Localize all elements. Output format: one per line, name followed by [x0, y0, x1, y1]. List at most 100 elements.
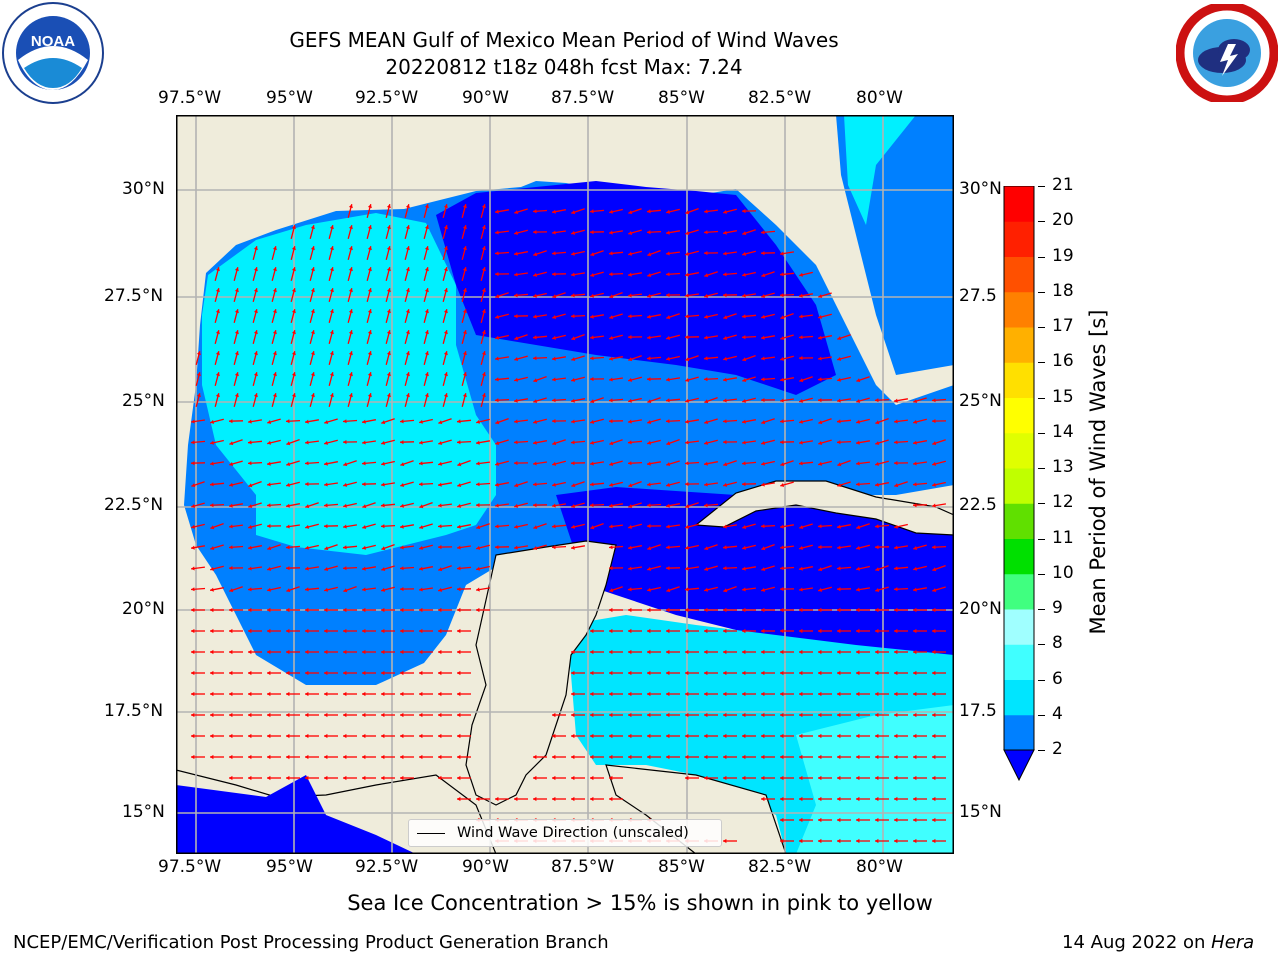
wind-wave-arrowhead — [609, 377, 613, 382]
wind-wave-arrowhead — [799, 314, 803, 319]
wind-wave-arrowhead — [386, 309, 391, 314]
wind-wave-arrowhead — [348, 393, 353, 398]
wind-wave-arrowhead — [438, 691, 442, 697]
wind-wave-arrowhead — [799, 419, 803, 424]
wind-wave-arrowhead — [381, 754, 385, 760]
wind-wave-arrowhead — [419, 545, 423, 550]
wind-wave-arrowhead — [552, 398, 556, 403]
colorbar-segment — [1004, 714, 1034, 751]
wind-wave-arrowhead — [875, 628, 879, 634]
wind-wave-arrowhead — [628, 461, 632, 466]
wind-wave-arrowhead — [362, 733, 366, 739]
wind-wave-arrowhead — [837, 356, 842, 361]
wind-wave-arrowhead — [443, 330, 448, 335]
wind-wave-arrowhead — [628, 691, 632, 697]
wind-wave-arrowhead — [723, 524, 727, 529]
wind-wave-arrowhead — [609, 691, 613, 697]
colorbar-tick-label: 2 — [1052, 739, 1063, 759]
wind-wave-arrowhead — [400, 649, 404, 655]
wind-wave-arrowhead — [685, 607, 689, 613]
wind-wave-arrowhead — [481, 372, 486, 377]
wind-wave-arrowhead — [234, 309, 239, 314]
wind-wave-arrowhead — [647, 209, 651, 214]
wind-wave-arrowhead — [780, 566, 784, 571]
wind-wave-arrowhead — [424, 309, 429, 314]
wind-wave-arrowhead — [875, 588, 880, 592]
wind-wave-arrowhead — [704, 399, 709, 404]
wind-wave-arrowhead — [856, 817, 860, 823]
wind-wave-arrowhead — [609, 315, 614, 319]
wind-wave-arrowhead — [362, 461, 366, 466]
wind-wave-arrowhead — [457, 419, 461, 424]
wind-wave-arrowhead — [628, 670, 632, 676]
nws-logo — [1175, 1, 1279, 105]
wind-wave-arrowhead — [286, 691, 290, 697]
wind-wave-arrowhead — [476, 525, 481, 530]
wind-wave-arrowhead — [210, 566, 214, 571]
wind-wave-arrowhead — [191, 566, 195, 571]
wind-wave-arrowhead — [286, 628, 290, 634]
wind-wave-arrowhead — [438, 461, 442, 466]
wind-wave-arrowhead — [305, 566, 309, 571]
wind-wave-arrowhead — [913, 503, 917, 508]
wind-wave-arrowhead — [552, 482, 556, 487]
wind-wave-arrowhead — [704, 377, 708, 382]
wind-wave-arrowhead — [666, 272, 670, 277]
wind-wave-arrowhead — [628, 545, 632, 550]
wind-wave-arrowhead — [571, 545, 575, 550]
wind-wave-arrowhead — [590, 525, 595, 530]
wind-wave-arrowhead — [856, 712, 860, 718]
wind-wave-arrowhead — [305, 545, 309, 550]
wind-wave-arrowhead — [191, 607, 195, 613]
wind-wave-arrowhead — [780, 733, 784, 739]
wind-wave-arrowhead — [324, 628, 328, 634]
wind-wave-arrowhead — [799, 545, 803, 550]
wind-wave-arrowhead — [533, 503, 537, 508]
wind-wave-arrowhead — [210, 754, 214, 760]
colorbar-graphic — [1003, 185, 1035, 782]
wind-wave-arrowhead — [666, 712, 670, 718]
wind-wave-arrowhead — [305, 524, 310, 529]
wind-wave-arrowhead — [818, 314, 822, 319]
wind-wave-arrowhead — [367, 309, 372, 314]
wind-wave-arrowhead — [438, 649, 442, 655]
wind-wave-arrowhead — [443, 225, 448, 230]
wind-wave-arrowhead — [552, 356, 556, 361]
wind-wave-arrowhead — [443, 372, 448, 377]
wind-wave-arrowhead — [875, 670, 879, 676]
wind-wave-arrowhead — [628, 293, 632, 298]
wind-wave-arrowhead — [552, 335, 556, 340]
wind-wave-arrowhead — [571, 670, 575, 676]
colorbar-tick-label: 6 — [1052, 668, 1063, 689]
wind-wave-arrowhead — [894, 587, 898, 592]
wind-wave-arrowhead — [514, 251, 518, 256]
wind-wave-arrowhead — [438, 503, 442, 508]
colorbar-segment — [1004, 256, 1034, 293]
wind-wave-arrowhead — [305, 670, 309, 676]
noaa-logo-text: NOAA — [31, 33, 75, 50]
wind-wave-arrowhead — [248, 504, 253, 508]
wind-wave-arrowhead — [476, 503, 480, 508]
wind-wave-arrowhead — [229, 691, 233, 697]
wind-wave-arrowhead — [424, 267, 429, 272]
wind-wave-arrowhead — [723, 336, 728, 340]
wind-wave-arrowhead — [386, 351, 391, 356]
wind-wave-arrowhead — [215, 372, 220, 377]
wind-wave-arrowhead — [571, 357, 576, 361]
wind-wave-arrowhead — [571, 230, 576, 235]
wind-wave-arrowhead — [894, 398, 898, 403]
wind-wave-arrowhead — [761, 335, 765, 340]
wind-wave-arrowhead — [742, 775, 746, 781]
wind-wave-arrowhead — [628, 335, 632, 340]
wind-wave-arrowhead — [286, 482, 290, 487]
wind-wave-arrowhead — [191, 628, 195, 634]
wind-wave-arrowhead — [666, 566, 670, 571]
wind-wave-arrowhead — [457, 524, 461, 529]
wind-wave-arrowhead — [457, 775, 461, 781]
wind-wave-arrowhead — [514, 461, 518, 466]
wind-wave-arrowhead — [609, 588, 614, 593]
wind-wave-arrowhead — [191, 524, 195, 529]
wind-wave-arrowhead — [685, 378, 690, 382]
wind-wave-arrowhead — [533, 482, 537, 487]
wind-wave-arrowhead — [780, 775, 784, 781]
